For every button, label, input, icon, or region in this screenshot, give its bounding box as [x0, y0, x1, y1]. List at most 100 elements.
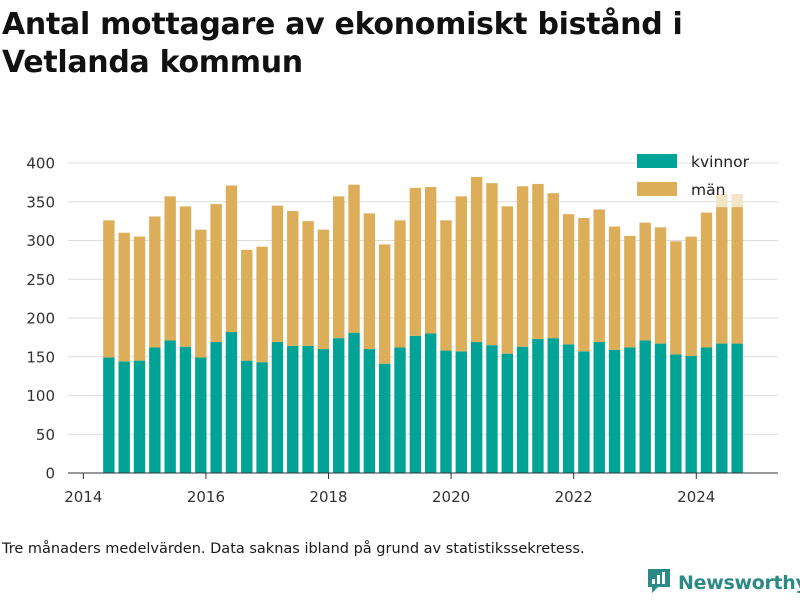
footnote: Tre månaders medelvärden. Data saknas ib…	[2, 541, 585, 557]
y-tick-label: 350	[26, 193, 55, 211]
bar-man	[547, 193, 559, 339]
bar-man	[378, 244, 391, 364]
bar-kvinnor	[287, 345, 299, 473]
bar-chart-logo-icon	[646, 567, 672, 599]
bar-kvinnor	[195, 357, 207, 473]
bar-kvinnor	[562, 344, 575, 473]
bar-kvinnor	[470, 342, 483, 473]
bar-man	[440, 220, 452, 351]
bar-kvinnor	[624, 347, 636, 473]
bar-man	[639, 222, 651, 341]
legend-label: män	[691, 181, 725, 199]
bar-kvinnor	[378, 363, 391, 473]
bar-man	[225, 185, 238, 332]
y-tick-label: 250	[26, 271, 55, 289]
y-axis-tick-labels: 0 50 100 150 200 250 300 350 400	[26, 155, 55, 483]
bar-kvinnor	[103, 357, 115, 473]
bar-kvinnor	[302, 345, 314, 473]
bar-kvinnor	[440, 350, 452, 473]
bar-man	[532, 183, 544, 339]
x-tick-label: 2016	[187, 488, 225, 506]
bar-man	[593, 209, 605, 343]
bar-man	[348, 184, 360, 333]
bar-man	[256, 246, 268, 363]
legend-swatch	[637, 154, 677, 168]
bar-man	[103, 220, 115, 358]
bar-kvinnor	[271, 342, 284, 473]
bar-kvinnor	[501, 353, 513, 473]
bar-man	[486, 183, 498, 346]
bar-kvinnor	[210, 342, 222, 473]
bars	[103, 176, 743, 473]
bar-kvinnor	[256, 362, 268, 473]
bar-man	[118, 232, 130, 362]
legend-swatch	[637, 182, 677, 196]
y-tick-label: 100	[26, 387, 55, 405]
bar-man	[624, 235, 636, 348]
bar-kvinnor	[716, 343, 728, 473]
bar-kvinnor	[532, 338, 544, 473]
bar-man	[470, 176, 483, 343]
chart-title: Antal mottagare av ekonomiskt bistånd i …	[2, 7, 683, 80]
bar-kvinnor	[547, 338, 559, 473]
bar-kvinnor	[363, 349, 376, 473]
bar-man	[241, 249, 253, 361]
bar-man	[654, 227, 667, 344]
bar-kvinnor	[179, 346, 192, 473]
bar-man	[516, 186, 529, 347]
bar-man	[501, 206, 513, 354]
bar-man	[195, 229, 207, 358]
bar-man	[363, 213, 376, 349]
bar-man	[578, 218, 590, 352]
bar-kvinnor	[333, 338, 345, 473]
bar-man	[210, 204, 222, 343]
bar-kvinnor	[700, 347, 713, 473]
bar-kvinnor	[118, 361, 130, 473]
x-tick-label: 2022	[555, 488, 593, 506]
bar-man	[608, 226, 621, 350]
y-tick-label: 150	[26, 348, 55, 366]
bar-kvinnor	[685, 355, 697, 473]
bar-man	[164, 196, 176, 341]
bar-man	[670, 241, 682, 355]
x-tick-label: 2020	[432, 488, 470, 506]
bar-kvinnor	[317, 349, 330, 473]
bar-kvinnor	[639, 340, 651, 473]
bar-kvinnor	[516, 346, 529, 473]
x-tick-label: 2014	[64, 488, 102, 506]
bar-kvinnor	[164, 340, 176, 473]
bar-kvinnor	[486, 345, 498, 473]
y-tick-label: 300	[26, 232, 55, 250]
bar-man	[287, 211, 299, 346]
bar-kvinnor	[593, 342, 605, 473]
y-tick-label: 0	[45, 465, 55, 483]
bar-man	[424, 187, 437, 334]
bar-kvinnor	[241, 360, 253, 473]
newsworthy-logo[interactable]: Newsworthy	[646, 568, 800, 598]
bar-man	[716, 207, 728, 344]
bar-man	[317, 229, 330, 349]
bar-kvinnor	[409, 335, 422, 473]
bar-man	[562, 214, 575, 345]
brand-name: Newsworthy	[678, 572, 800, 594]
bar-kvinnor	[149, 347, 161, 473]
bar-man	[271, 205, 284, 343]
bar-man	[731, 207, 743, 344]
x-tick-label: 2024	[677, 488, 715, 506]
bar-kvinnor	[654, 343, 667, 473]
legend: kvinnor män	[637, 153, 750, 199]
bar-man	[685, 236, 697, 356]
bar-kvinnor	[133, 360, 146, 473]
x-axis-ticks: 2014 2016 2018 2020 2022 2024	[64, 473, 715, 506]
bar-kvinnor	[670, 354, 682, 473]
bar-man	[302, 221, 314, 346]
bar-man	[333, 196, 345, 339]
bar-kvinnor	[394, 347, 406, 473]
y-tick-label: 200	[26, 310, 55, 328]
y-tick-label: 50	[36, 426, 55, 444]
bar-kvinnor	[424, 333, 437, 473]
y-tick-label: 400	[26, 155, 55, 173]
bar-man	[700, 212, 713, 348]
bar-kvinnor	[608, 349, 621, 473]
bar-kvinnor	[348, 332, 360, 473]
